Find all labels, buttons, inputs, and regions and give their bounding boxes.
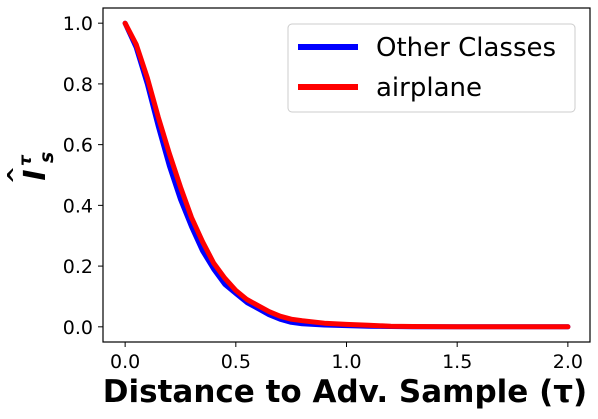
y-tick-label: 1.0	[63, 13, 93, 35]
y-tick-label: 0.4	[63, 195, 93, 217]
y-axis-title-superscript: τ	[16, 154, 36, 166]
x-axis-ticks: 0.0 0.5 1.0 1.5 2.0	[110, 342, 583, 373]
y-axis-title-hat: ^	[4, 166, 29, 184]
y-tick-label: 0.0	[63, 317, 93, 339]
legend-label-airplane: airplane	[376, 73, 482, 103]
y-axis-title-subscript: s	[36, 152, 58, 163]
plot-frame	[102, 7, 591, 343]
x-tick-label: 1.0	[331, 351, 361, 373]
y-axis-title-symbol: I	[18, 169, 53, 180]
y-tick-label: 0.6	[63, 135, 93, 157]
x-tick-label: 0.5	[221, 351, 251, 373]
y-tick-label: 0.8	[63, 74, 93, 96]
series-lines	[122, 20, 571, 330]
y-axis-ticks: 0.0 0.2 0.4 0.6 0.8 1.0	[63, 13, 103, 339]
y-tick-label: 0.2	[63, 256, 93, 278]
legend: Other Classes airplane	[287, 23, 576, 113]
y-axis-title: I s τ ^	[4, 152, 58, 185]
legend-label-other-classes: Other Classes	[376, 33, 556, 63]
series-line-airplane	[122, 20, 571, 330]
x-axis-title: Distance to Adv. Sample (τ)	[103, 374, 587, 410]
x-tick-label: 1.5	[442, 351, 472, 373]
x-tick-label: 0.0	[110, 351, 140, 373]
legend-box	[287, 23, 576, 113]
x-tick-label: 2.0	[553, 351, 583, 373]
